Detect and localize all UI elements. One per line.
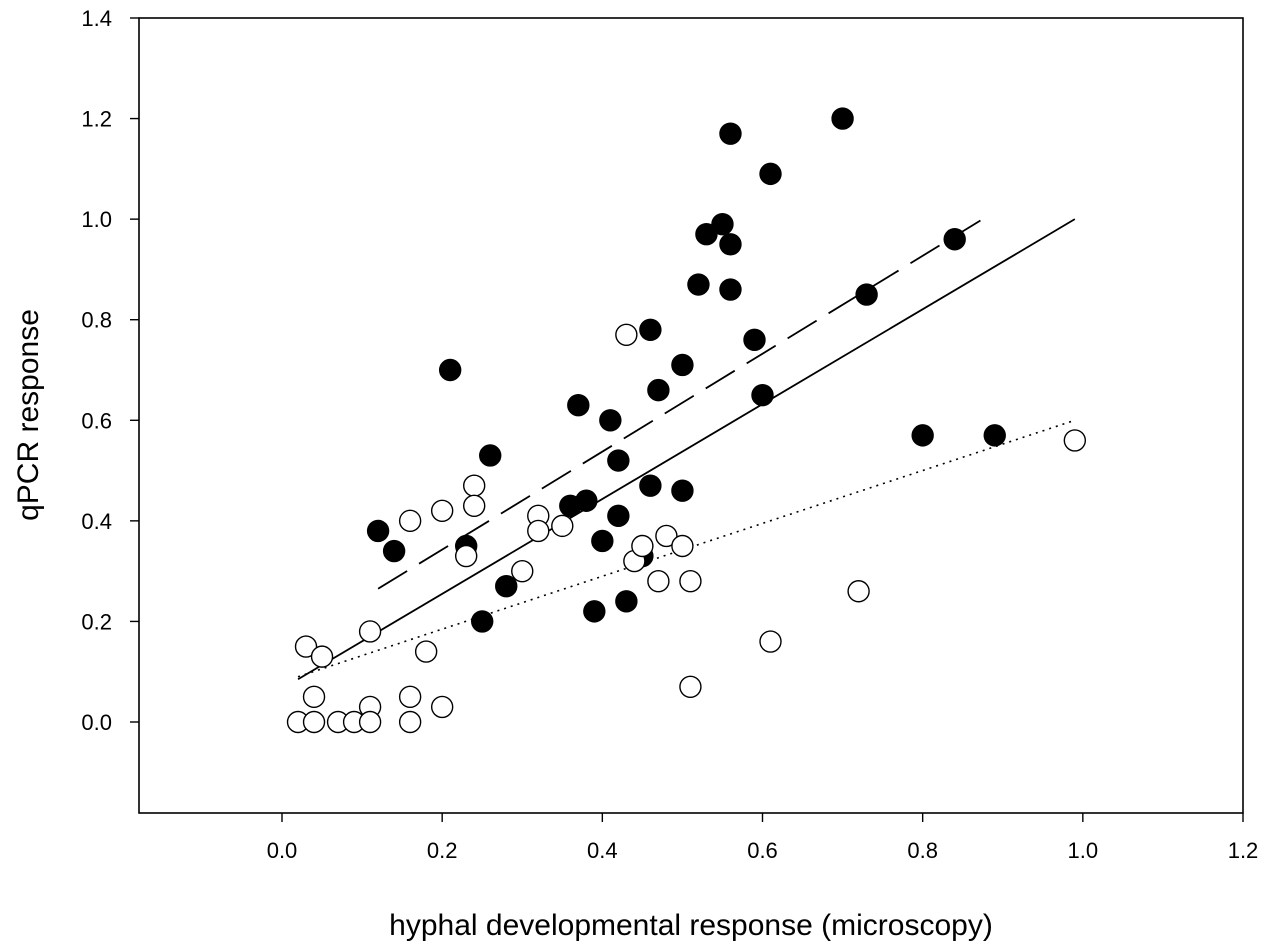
open-data-point — [463, 494, 486, 517]
open-data-point — [398, 509, 422, 533]
y-tick-label: 0.2 — [81, 609, 112, 634]
x-tick-label: 0.6 — [747, 838, 778, 863]
filled-data-point — [495, 575, 518, 598]
open-data-point — [847, 580, 870, 603]
y-tick-label: 0.6 — [81, 408, 112, 433]
y-tick-label: 1.4 — [81, 6, 112, 31]
filled-data-point — [719, 122, 742, 145]
open-data-point — [631, 534, 654, 558]
x-tick-label: 1.0 — [1068, 838, 1099, 863]
y-tick-label: 1.0 — [81, 207, 112, 232]
filled-data-point — [719, 278, 742, 301]
y-tick-label: 0.0 — [81, 710, 112, 735]
open-data-point — [759, 630, 782, 653]
open-data-point — [655, 524, 678, 548]
filled-data-point — [743, 328, 766, 352]
open-data-point — [398, 685, 422, 709]
open-data-point — [358, 620, 382, 643]
x-tick-label: 0.8 — [907, 838, 938, 863]
x-axis-label: hyphal developmental response (microscop… — [389, 909, 993, 942]
filled-data-point — [671, 479, 694, 502]
filled-data-point — [639, 318, 662, 341]
filled-data-point — [615, 590, 638, 613]
y-axis-label: qPCR response — [12, 309, 45, 521]
open-data-point — [615, 323, 638, 346]
open-data-point — [358, 710, 382, 734]
filled-data-point — [911, 424, 934, 447]
filled-data-point — [759, 162, 782, 186]
x-tick-label: 0.4 — [587, 838, 618, 863]
filled-data-point — [471, 610, 494, 633]
open-data-point — [454, 544, 478, 568]
filled-data-point — [831, 107, 854, 130]
regression-lines — [297, 215, 1076, 681]
open-data-point — [1063, 429, 1087, 452]
filled-data-point — [382, 539, 406, 563]
open-data-point — [527, 519, 550, 543]
open-data-point — [511, 559, 534, 583]
open-data-point — [647, 570, 670, 593]
filled-data-point — [591, 529, 614, 553]
filled-data-point — [607, 449, 630, 472]
x-tick-label: 0.0 — [267, 838, 298, 863]
filled-data-point — [719, 233, 742, 256]
y-tick-label: 0.4 — [81, 509, 112, 534]
filled-data-point — [711, 212, 734, 236]
open-data-point — [430, 695, 454, 719]
open-data-point — [294, 635, 318, 658]
open-data-point — [463, 474, 486, 497]
fit-line-dashed — [377, 215, 988, 590]
y-tick-label: 1.2 — [81, 107, 112, 132]
plot-frame — [138, 17, 1244, 814]
y-axis: 0.0 0.2 0.4 0.6 0.8 1.0 1.2 1.4 — [81, 6, 139, 735]
data-points — [286, 107, 1087, 734]
open-data-point — [414, 640, 438, 663]
filled-data-point — [366, 519, 390, 543]
x-axis: 0.0 0.2 0.4 0.6 0.8 1.0 1.2 — [267, 813, 1259, 863]
filled-data-point — [575, 489, 598, 512]
filled-data-point — [599, 409, 622, 432]
open-data-point — [310, 645, 334, 668]
filled-data-point — [583, 600, 606, 623]
open-data-point — [430, 499, 454, 522]
x-tick-label: 0.2 — [427, 838, 458, 863]
open-data-point — [302, 685, 326, 709]
filled-data-point — [647, 378, 670, 402]
filled-data-point — [855, 283, 878, 306]
y-tick-label: 0.8 — [81, 308, 112, 333]
open-data-point — [302, 710, 326, 734]
open-data-point — [671, 534, 694, 558]
x-tick-label: 1.2 — [1228, 838, 1259, 863]
filled-data-point — [567, 394, 590, 417]
filled-data-point — [438, 358, 462, 382]
filled-data-point — [639, 474, 662, 497]
filled-data-point — [479, 444, 502, 467]
filled-data-point — [671, 353, 694, 377]
open-data-point — [679, 570, 702, 593]
fit-line-solid — [297, 218, 1076, 681]
open-data-point — [398, 710, 422, 734]
filled-data-point — [943, 228, 966, 251]
filled-data-point — [751, 383, 774, 407]
filled-data-point — [607, 504, 630, 528]
filled-data-point — [695, 223, 718, 246]
open-data-point — [679, 675, 702, 698]
filled-data-point — [687, 273, 710, 296]
filled-data-point — [983, 424, 1006, 447]
open-data-point — [551, 514, 574, 538]
